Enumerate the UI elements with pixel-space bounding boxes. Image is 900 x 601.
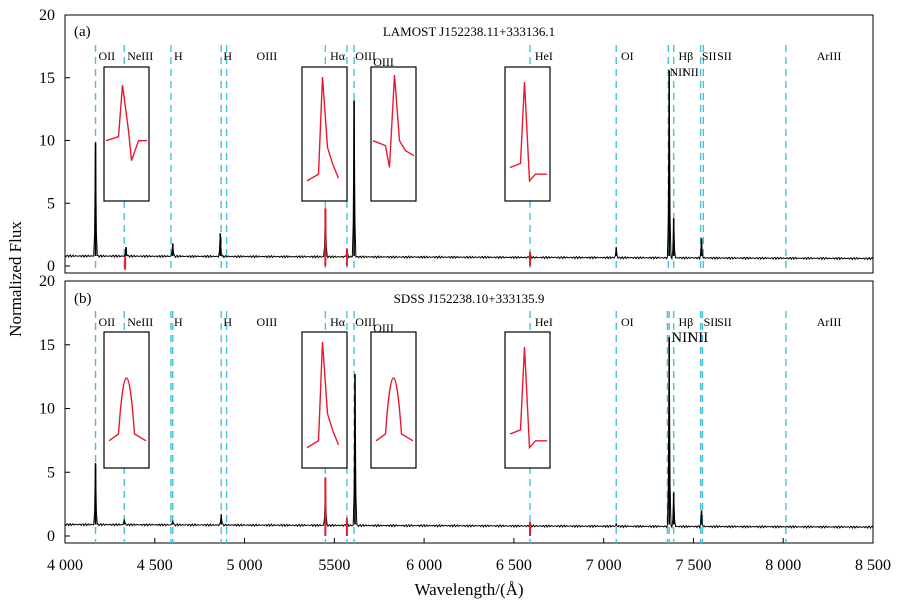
x-tick-label: 6 500 [496,557,532,574]
y-tick-label: 0 [47,528,55,545]
x-tick-label: 6 000 [406,557,442,574]
inset-box [370,331,417,469]
panel-a-frame [64,14,874,274]
x-tick-label: 7 500 [675,557,711,574]
inset-profile [375,377,414,442]
panel-b-guides [94,311,787,543]
x-tick-label: 8 000 [765,557,801,574]
line-label: NII [670,65,687,79]
line-label: ArIII [817,315,842,329]
panel-a-tag: (a) [74,24,91,40]
x-axis-title: Wavelength/(Å) [414,580,523,599]
line-label: OIII [355,49,376,63]
inset-profile [105,84,147,161]
inset-box [301,66,348,202]
y-tick-label: 15 [39,70,55,87]
y-tick-label: 15 [39,337,55,354]
y-axis-title: Normalized Flux [6,221,25,337]
inset-profile [372,74,415,168]
line-label: ArIII [817,49,842,63]
line-label: NII [671,330,692,346]
line-label: OII [99,315,116,329]
spectrum-line [64,73,874,261]
line-label: OI [621,315,634,329]
x-tick-label: 5 000 [227,557,263,574]
y-tick-label: 0 [47,258,55,275]
panel-a-guides [94,45,787,273]
y-tick-label: 20 [39,273,55,290]
inset-box [103,66,150,202]
inset-profile [306,341,340,449]
inset-profile [509,81,547,183]
panel-b-insets [103,331,551,469]
panel-a-spectrum-layer [64,70,874,270]
panel-a-insets [103,66,551,202]
line-label: NII [687,330,708,346]
line-label: OIII [257,315,278,329]
panel-b-frame [64,280,874,544]
line-label: H [223,49,232,63]
inset-profile [509,346,547,450]
line-label: H [223,315,232,329]
spectrum-line [64,340,874,530]
inset-profile [108,377,147,442]
line-label: SII [702,49,717,63]
panel-b-yaxis: 0 5 10 15 20 [39,273,70,545]
line-label: SII [704,315,719,329]
line-label: OIII [355,315,376,329]
y-tick-label: 10 [39,401,55,418]
y-tick-label: 10 [39,133,55,150]
line-label: OIII [257,49,278,63]
line-label: Hβ [678,49,693,63]
x-axis: 4 000 4 500 5 000 5500 6 000 6 500 7 000 7 500 8… [47,538,891,574]
inset-box [103,331,150,469]
line-label: OIII [373,55,394,69]
y-tick-label: 5 [47,195,55,212]
inset-profile [306,76,340,182]
x-tick-label: 4 500 [137,557,173,574]
line-label: Hα [330,49,346,63]
panel-b-spectrum-layer [64,337,874,536]
y-tick-label: 20 [39,7,55,24]
line-label: OI [621,49,634,63]
line-label: Hα [330,315,346,329]
line-label: HeI [535,49,553,63]
line-label: SII [717,49,732,63]
line-label: Hβ [678,315,693,329]
line-label: H [174,315,183,329]
x-tick-label: 7 000 [586,557,622,574]
panel-a-title: LAMOST J152238.11+333136.1 [383,24,555,39]
panel-a-yaxis: 0 5 10 15 20 [39,7,70,275]
line-label: H [174,49,183,63]
line-label: NeIII [127,49,153,63]
y-tick-label: 5 [47,464,55,481]
x-tick-label: 4 000 [47,557,83,574]
line-label: OIII [373,321,394,335]
line-label: OII [99,49,116,63]
inset-box [301,331,348,469]
line-label: SII [717,315,732,329]
line-label: HeI [535,315,553,329]
x-tick-label: 8 500 [855,557,891,574]
line-label: NII [682,65,699,79]
panel-b-tag: (b) [74,291,92,307]
panel-b-title: SDSS J152238.10+333135.9 [394,291,545,306]
x-tick-label: 5500 [318,557,350,574]
line-label: NeIII [127,315,153,329]
